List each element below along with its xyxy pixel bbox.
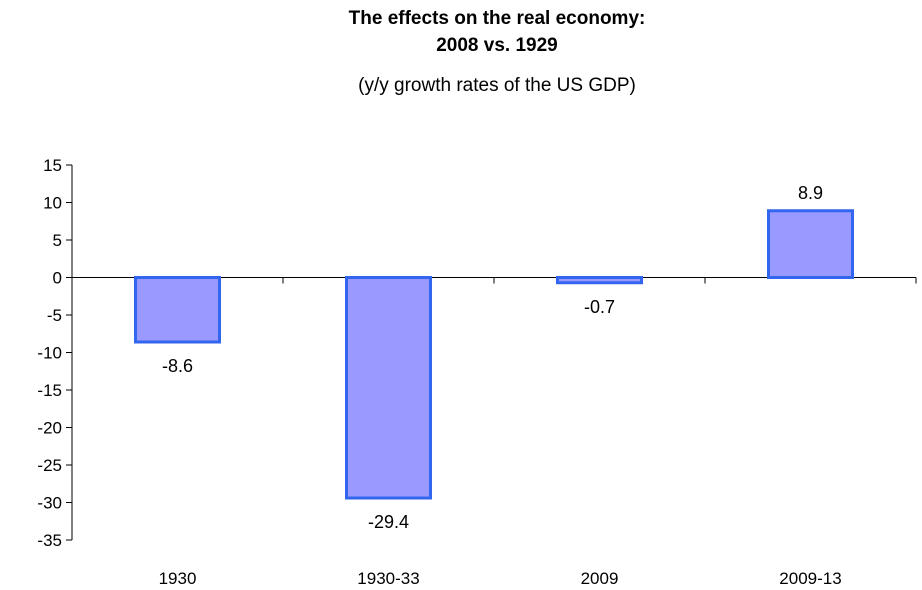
- y-tick-label-8: -25: [37, 456, 62, 475]
- y-tick-label-0: 15: [43, 156, 62, 175]
- y-tick-label-2: 5: [53, 231, 62, 250]
- chart-title-line2: 2008 vs. 1929: [436, 35, 558, 56]
- y-tick-label-1: 10: [43, 194, 62, 213]
- y-tick-label-4: -5: [47, 306, 62, 325]
- y-tick-label-3: 0: [53, 269, 62, 288]
- bar-2009-13: [767, 209, 854, 279]
- data-label-1930-33: -29.4: [368, 512, 409, 532]
- y-tick-label-5: -10: [37, 344, 62, 363]
- category-label-2009: 2009: [581, 569, 619, 588]
- data-label-2009-13: 8.9: [798, 183, 823, 203]
- plot-area: 15 10 5 0 -5 -10 -15 -20 -25 -30 -35 -8.6 1930 -29.4 1…: [37, 156, 917, 588]
- y-tick-label-7: -20: [37, 419, 62, 438]
- bar-1930: [134, 276, 221, 344]
- y-tick-label-6: -15: [37, 381, 62, 400]
- category-label-1930: 1930: [159, 569, 197, 588]
- chart-title-line1: The effects on the real economy:: [349, 8, 646, 29]
- y-tick-label-9: -30: [37, 494, 62, 513]
- category-label-1930-33: 1930-33: [357, 569, 419, 588]
- bar-1930-33: [345, 276, 432, 500]
- data-label-2009: -0.7: [584, 297, 615, 317]
- category-label-2009-13: 2009-13: [779, 569, 841, 588]
- data-label-1930: -8.6: [162, 356, 193, 376]
- chart-subtitle: (y/y growth rates of the US GDP): [358, 75, 636, 96]
- bar-2009: [556, 276, 643, 285]
- y-tick-label-10: -35: [37, 531, 62, 550]
